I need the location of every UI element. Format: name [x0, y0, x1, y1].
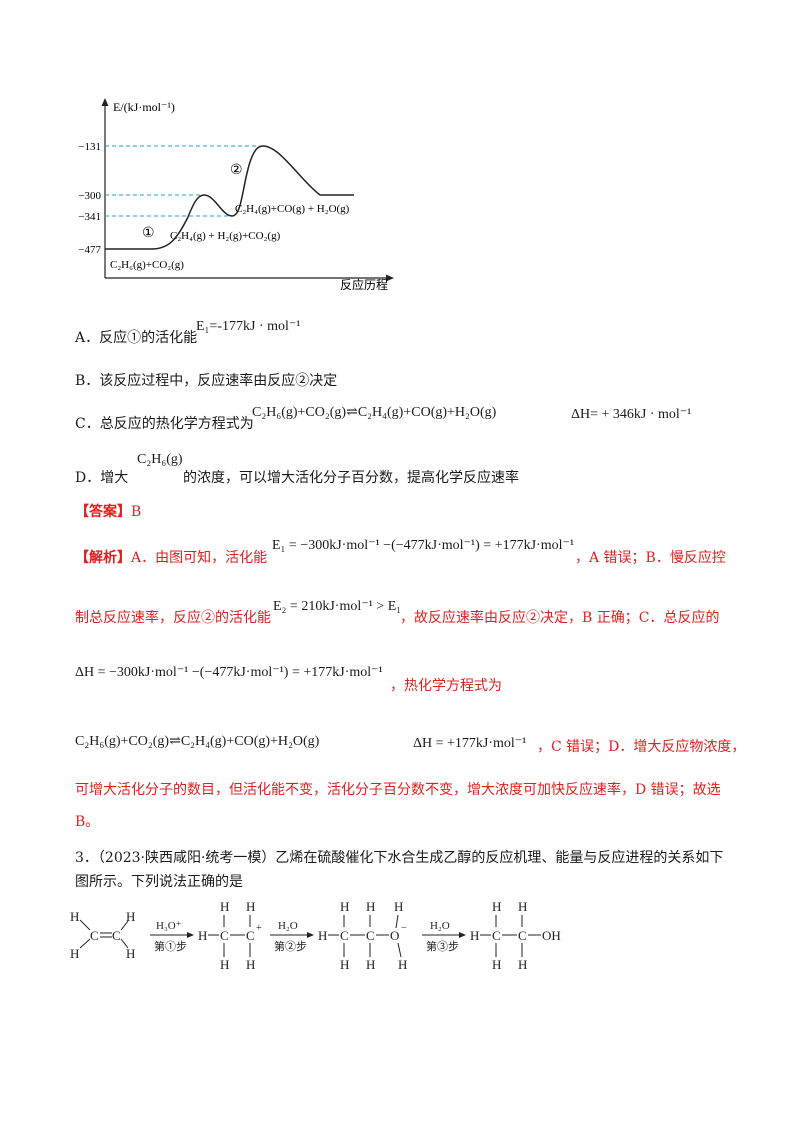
option-a: A．反应①的活化能	[75, 328, 197, 348]
ethylene-c1: C	[90, 928, 99, 943]
step3-reagent: H₂O	[430, 920, 450, 932]
option-d-text2: 的浓度，可以增大活化分子百分数，提高化学反应速率	[183, 470, 519, 486]
cation-c2: C	[246, 928, 255, 943]
analysis-l2-tail: ，故反应速率由反应②决定，B 正确；C．总反应的	[400, 610, 720, 626]
question-3-line-2: 图所示。下列说法正确的是	[75, 874, 243, 890]
oxonium-o: O	[390, 928, 399, 943]
answer: 【答案】B	[75, 502, 141, 522]
step2-label: 第②步	[274, 939, 307, 953]
option-b: B．该反应过程中，反应速率由反应②决定	[75, 373, 338, 389]
bond	[120, 920, 129, 931]
y-axis-label: E/(kJ·mol⁻¹)	[113, 100, 175, 114]
ethanol-h-left: H	[470, 928, 479, 943]
arrowhead-step1	[187, 932, 194, 938]
analysis-l3-tail: ，热化学方程式为	[390, 678, 502, 694]
tick-label-341: −341	[78, 211, 101, 223]
step2-reagent: H₂O	[278, 920, 298, 932]
analysis-line-1: 【解析】A．由图可知，活化能	[75, 548, 267, 568]
step1-label: 第①步	[154, 939, 187, 953]
oxonium-h-top3: H	[394, 899, 403, 914]
question-3-line-1: 3．（2023·陕西咸阳·统考一模）乙烯在硫酸催化下水合生成乙醇的反应机理、能量…	[75, 850, 724, 866]
ethanol-h-top1: H	[492, 899, 501, 914]
cation-h-top2: H	[246, 899, 255, 914]
x-axis-arrow	[386, 274, 394, 282]
option-c: C．总反应的热化学方程式为	[75, 416, 254, 432]
oxonium-h-bot3: H	[398, 957, 407, 972]
ethanol-h-bot1: H	[492, 957, 501, 972]
analysis-l4-formula: C₂H₆(g)+CO₂(g)⇌C₂H₄(g)+CO(g)+H₂O(g)	[75, 734, 320, 749]
x-axis-label: 反应历程	[340, 277, 388, 292]
answer-label: 【答案】	[75, 504, 131, 520]
oxonium-minus: −	[401, 923, 407, 934]
analysis-l4-tail: ，C 错误；D．增大反应物浓度，	[537, 739, 746, 755]
ethylene-h1: H	[70, 909, 79, 924]
ethylene-c2: C	[112, 928, 121, 943]
oxonium-h-bot1: H	[340, 957, 349, 972]
bond	[79, 938, 91, 949]
cation-plus: +	[256, 923, 262, 934]
bond	[120, 938, 129, 949]
ethanol-h-top2: H	[518, 899, 527, 914]
step-marker-2: ②	[230, 163, 243, 178]
analysis-l3-formula: ΔH = −300kJ·mol⁻¹ −(−477kJ·mol⁻¹) = +177…	[75, 665, 383, 680]
answer-value: B	[131, 504, 142, 520]
ethylene-h4: H	[126, 946, 135, 961]
analysis-l1-formula: E₁ = −300kJ·mol⁻¹ −(−477kJ·mol⁻¹) = +177…	[272, 538, 575, 553]
tick-label-131: −131	[78, 141, 101, 153]
oxonium-c2: C	[366, 928, 375, 943]
cation-h-top1: H	[220, 899, 229, 914]
step-marker-1: ①	[142, 226, 155, 241]
analysis-l2-text: 制总反应速率，反应②的活化能	[75, 610, 271, 626]
analysis-l4-dh: ΔH = +177kJ·mol⁻¹	[413, 736, 527, 751]
analysis-l1-tail: ，A 错误；B．慢反应控	[575, 550, 726, 566]
ethylene-h3: H	[70, 946, 79, 961]
analysis-l2-formula: E₂ = 210kJ·mol⁻¹ > E₁	[273, 599, 402, 614]
tick-label-477: −477	[78, 244, 101, 256]
label-products: C₂H₄(g)+CO(g) + H₂O(g)	[235, 203, 350, 215]
oxonium-h-top2: H	[366, 899, 375, 914]
bond	[79, 919, 91, 931]
mechanism-scheme: H H C C H H H₃O⁺ 第①步 H H H C C + H H H₂O…	[70, 899, 561, 972]
ethylene-h2: H	[126, 909, 135, 924]
oxonium-h-bot2: H	[366, 957, 375, 972]
cation-h-left: H	[198, 928, 207, 943]
option-d-formula: C₂H₆(g)	[137, 452, 183, 467]
arrowhead-step3	[459, 932, 466, 938]
analysis-label: 【解析】	[75, 550, 131, 566]
option-c-formula: C₂H₆(g)+CO₂(g)⇌C₂H₄(g)+CO(g)+H₂O(g)	[252, 405, 497, 420]
ethanol-oh: OH	[542, 928, 561, 943]
cation-c1: C	[220, 928, 229, 943]
arrowhead-step2	[307, 932, 314, 938]
step3-label: 第③步	[426, 939, 459, 953]
ethanol-c2: C	[518, 928, 527, 943]
option-a-formula: E₁=-177kJ · mol⁻¹	[196, 319, 301, 334]
option-d-text1: D．增大	[75, 470, 129, 486]
analysis-line-6: B。	[75, 814, 100, 830]
energy-curve	[105, 145, 354, 250]
option-a-text: A．反应①的活化能	[75, 330, 198, 346]
bond	[395, 914, 399, 929]
cation-h-bot1: H	[220, 957, 229, 972]
label-intermediate: C₂H₄(g) + H₂(g)+CO₂(g)	[170, 230, 281, 242]
ethanol-h-bot2: H	[518, 957, 527, 972]
oxonium-h-top1: H	[340, 899, 349, 914]
energy-diagram: E/(kJ·mol⁻¹) 反应历程 −131 −300 −341 −477 ① …	[78, 98, 394, 292]
step1-reagent: H₃O⁺	[156, 920, 182, 932]
ethanol-c1: C	[492, 928, 501, 943]
y-axis-arrow	[101, 98, 109, 106]
label-reactants: C₂H₆(g)+CO₂(g)	[110, 259, 184, 271]
option-c-dh: ΔH= + 346kJ · mol⁻¹	[571, 407, 692, 422]
tick-label-300: −300	[78, 190, 101, 202]
oxonium-h-left: H	[318, 928, 327, 943]
bond	[397, 942, 402, 958]
oxonium-c1: C	[340, 928, 349, 943]
analysis-l1-text: A．由图可知，活化能	[131, 550, 268, 566]
analysis-line-5: 可增大活化分子的数目，但活化能不变，活化分子百分数不变，增大浓度可加快反应速率，…	[75, 782, 721, 798]
cation-h-bot2: H	[246, 957, 255, 972]
